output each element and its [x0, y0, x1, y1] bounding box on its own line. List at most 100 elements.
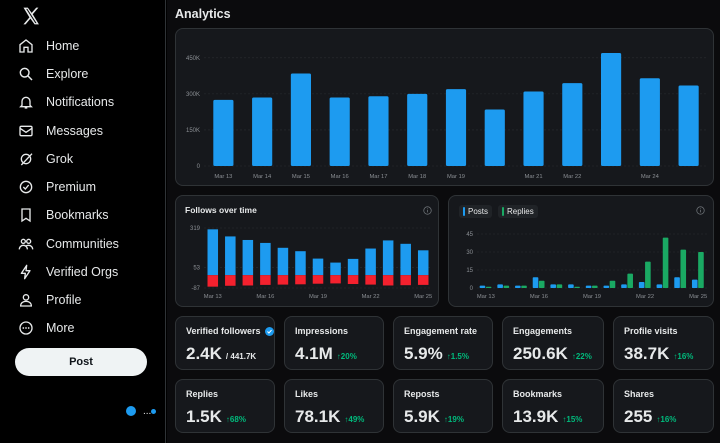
bar	[277, 247, 289, 276]
y-tick-label: 150K	[186, 128, 200, 134]
stat-card-impressions[interactable]: Impressions 4.1M ↑20%	[284, 316, 384, 370]
stat-value-row: 2.4K / 441.7K	[186, 344, 256, 364]
stat-delta: ↑16%	[656, 415, 677, 424]
stat-value: 2.4K	[186, 344, 222, 363]
bar	[538, 280, 545, 288]
bar	[556, 284, 563, 288]
stat-card-shares[interactable]: Shares 255 ↑16%	[613, 379, 714, 433]
bar	[656, 284, 663, 288]
x-tick-label: Mar 22	[636, 294, 654, 300]
stat-label: Replies	[186, 389, 219, 399]
stat-label: Shares	[624, 389, 655, 399]
stat-label: Reposts	[404, 389, 440, 399]
bar	[585, 285, 592, 288]
impressions-chart-card: 0 150K 300K 450K Mar 13 Mar 14 Mar 15 Mar 16 Mar…	[175, 28, 714, 186]
bar	[329, 97, 350, 166]
info-icon[interactable]	[696, 206, 705, 215]
sidebar-item-premium[interactable]: Premium	[18, 176, 96, 198]
stat-card-bookmarks[interactable]: Bookmarks 13.9K ↑15%	[502, 379, 604, 433]
posts-replies-chart: 0 15 30 45 Mar 13 Mar 16 Mar 19 Mar 22 Mar 25	[466, 232, 707, 300]
stat-card-replies[interactable]: Replies 1.5K ↑68%	[175, 379, 275, 433]
y-tick-label: 53	[193, 265, 200, 271]
x-logo-icon[interactable]	[20, 6, 42, 26]
x-tick-label: Mar 16	[331, 174, 349, 180]
bar	[365, 275, 376, 285]
stat-label: Impressions	[295, 326, 349, 336]
legend-item-replies[interactable]: Replies	[498, 205, 538, 218]
post-button[interactable]: Post	[15, 348, 147, 376]
lightning-icon	[20, 264, 31, 280]
stat-delta: ↑22%	[571, 352, 592, 361]
bar	[347, 275, 359, 285]
y-tick-label: 45	[466, 232, 473, 238]
bar	[532, 277, 539, 288]
stat-card-profile-visits[interactable]: Profile visits 38.7K ↑16%	[613, 316, 714, 370]
bar	[515, 285, 521, 288]
grok-icon	[20, 153, 33, 166]
bar	[252, 97, 273, 166]
stat-delta: ↑19%	[443, 415, 464, 424]
communities-icon	[18, 238, 34, 250]
stat-delta: ↑20%	[336, 352, 357, 361]
x-tick-label: Mar 19	[583, 294, 601, 300]
sidebar-item-messages[interactable]: Messages	[18, 120, 103, 142]
stat-label: Engagement rate	[404, 326, 478, 336]
sidebar-item-label: Premium	[46, 180, 97, 194]
legend-label: Posts	[468, 207, 489, 216]
stat-value: 1.5K	[186, 407, 222, 426]
sidebar-item-communities[interactable]: Communities	[18, 233, 119, 255]
sidebar-item-label: Home	[46, 39, 80, 53]
bar	[485, 286, 492, 288]
bar	[691, 279, 698, 288]
bar	[382, 240, 394, 276]
bar	[312, 275, 324, 284]
verified-check-icon	[264, 326, 274, 336]
bar	[592, 285, 598, 288]
sidebar-item-profile[interactable]: Profile	[18, 289, 81, 311]
sidebar-item-home[interactable]: Home	[18, 35, 79, 57]
sidebar-item-grok[interactable]: Grok	[18, 148, 73, 170]
legend-item-posts[interactable]: Posts	[459, 205, 493, 218]
sidebar: Home Explore Notifications Messages Grok…	[0, 0, 166, 443]
sidebar-item-notifications[interactable]: Notifications	[18, 91, 114, 113]
account-more-button[interactable]: ...	[143, 406, 152, 417]
posts-replies-chart-card: Posts Replies 0 15 30 45 Mar 13 Mar 16 Mar 19 M…	[448, 195, 714, 307]
stat-delta: ↑49%	[344, 415, 365, 424]
bar	[417, 250, 429, 276]
stat-card-reposts[interactable]: Reposts 5.9K ↑19%	[393, 379, 493, 433]
stat-card-likes[interactable]: Likes 78.1K ↑49%	[284, 379, 384, 433]
bar	[207, 275, 219, 287]
bar	[698, 252, 704, 288]
x-tick-label: Mar 22	[362, 294, 380, 300]
stat-value: 38.7K	[624, 344, 670, 363]
bar	[523, 91, 544, 166]
stat-card-engagements[interactable]: Engagements 250.6K ↑22%	[502, 316, 604, 370]
info-icon[interactable]	[423, 206, 432, 215]
bar	[503, 285, 510, 288]
sidebar-item-verified-orgs[interactable]: Verified Orgs	[18, 261, 118, 283]
bar	[574, 286, 580, 288]
bar	[290, 73, 312, 166]
stat-value-row: 1.5K ↑68%	[186, 407, 246, 427]
bar	[260, 275, 271, 285]
sidebar-item-more[interactable]: More	[18, 317, 74, 339]
sidebar-item-label: Profile	[46, 293, 82, 307]
bar	[645, 261, 651, 288]
home-icon	[19, 39, 33, 53]
stat-value: 13.9K	[513, 407, 559, 426]
x-tick-label: Mar 19	[309, 294, 327, 300]
bar	[347, 258, 359, 276]
bar	[242, 275, 254, 286]
y-tick-label: 30	[466, 250, 473, 256]
sidebar-item-bookmarks[interactable]: Bookmarks	[18, 204, 109, 226]
main-content: Analytics 0 150K 300K 450K Mar 13 Mar 14 Mar 1…	[167, 0, 720, 443]
bar	[627, 273, 633, 288]
stat-delta: ↑16%	[673, 352, 694, 361]
stat-label-text: Verified followers	[186, 326, 261, 336]
stat-card-engagement-rate[interactable]: Engagement rate 5.9% ↑1.5%	[393, 316, 493, 370]
stat-card-verified-followers[interactable]: Verified followers 2.4K / 441.7K	[175, 316, 275, 370]
sidebar-item-label: Explore	[46, 67, 89, 81]
bar	[295, 251, 306, 276]
sidebar-item-explore[interactable]: Explore	[18, 63, 88, 85]
y-tick-label: 300K	[186, 92, 200, 98]
